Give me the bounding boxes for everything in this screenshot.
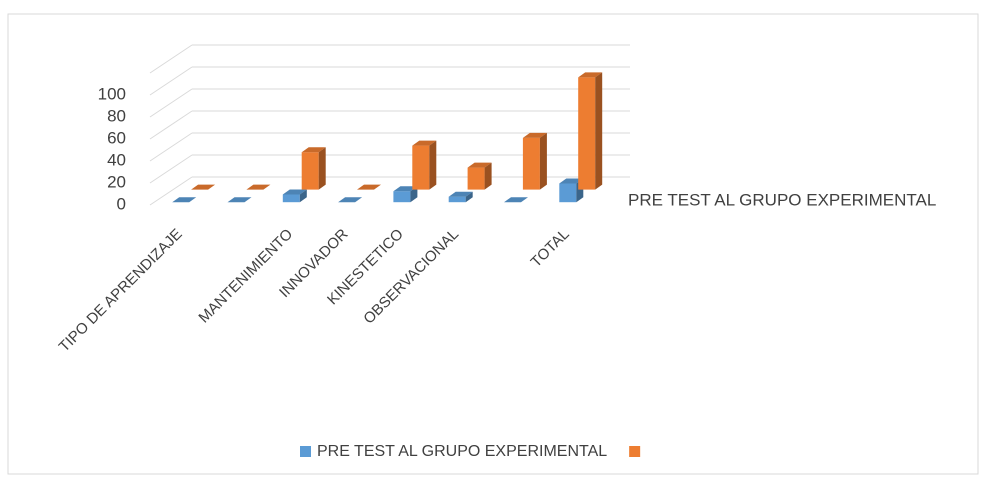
wall-edge [149,44,193,74]
bar-side [465,191,473,203]
bar-top [578,72,603,78]
bar-top [522,132,547,138]
bar-top [504,197,528,203]
bar-side [429,140,437,190]
bar-top [357,184,381,190]
bar-top [227,197,252,203]
grid-line [149,88,193,118]
bar-top [338,197,363,203]
bar-front [282,194,300,203]
bar-side [595,72,603,190]
grid-line [149,110,193,140]
bar-top [467,162,492,168]
depth-axis-label: PRE TEST AL GRUPO EXPERIMENTAL [628,190,936,209]
y-tick-label: 100 [98,84,126,103]
bar-front [578,77,596,190]
bar-top [246,184,271,190]
bar-front [393,191,411,203]
x-tick-label: MANTENIMIENTO [195,226,296,327]
bar-side [318,147,326,190]
chart-frame [7,13,979,475]
y-tick-label: 80 [107,106,126,125]
bar-top [172,197,197,203]
bar-front [522,137,540,190]
y-tick-label: 60 [107,128,126,147]
y-tick-label: 0 [117,194,126,213]
bar-front [412,145,430,190]
bar-side [539,132,547,190]
grid-line [149,66,193,96]
x-tick-label: TOTAL [528,226,573,271]
bar-top [191,184,216,190]
y-tick-label: 20 [107,172,126,191]
bar-side [299,189,307,203]
legend-swatch [629,446,641,457]
bar-front [448,196,466,203]
legend-label: PRE TEST AL GRUPO EXPERIMENTAL [317,443,607,460]
grid-line [149,132,193,162]
bar-side [484,162,492,190]
grid-line [149,154,193,184]
grid-line [149,176,193,206]
bar-top [559,178,584,184]
y-tick-label: 40 [107,150,126,169]
bar-side [410,186,418,203]
bar-front [467,167,485,190]
x-tick-label: OBSERVACIONAL [360,226,462,328]
x-tick-label: TIPO DE APRENDIZAJE [56,226,186,356]
bar-top [301,147,326,153]
bar-top [412,140,437,146]
bar-top [282,189,307,195]
bar-front [559,183,577,203]
bar-front [301,152,319,190]
legend-swatch [300,446,311,457]
bar-top [393,186,418,192]
bar-top [448,191,473,197]
